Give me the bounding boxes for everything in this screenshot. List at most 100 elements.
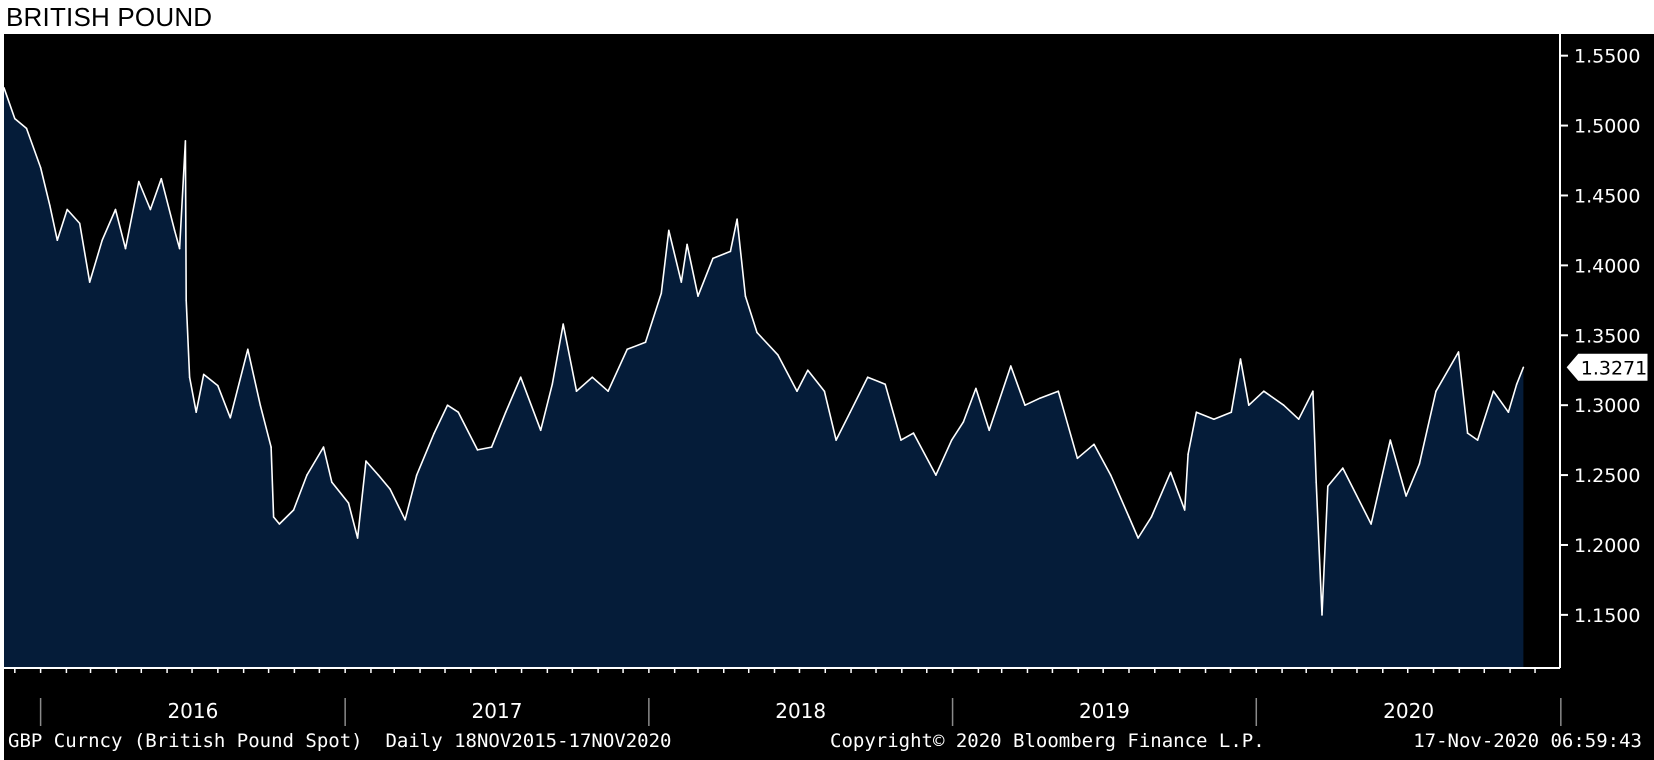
data-point	[1183, 509, 1186, 511]
data-point	[1128, 516, 1130, 518]
data-point	[575, 390, 578, 393]
footer-copyright: Copyright© 2020 Bloomberg Finance L.P.	[830, 730, 1265, 752]
data-point	[823, 390, 826, 393]
plot-layer	[3, 87, 1525, 669]
data-point	[1213, 418, 1215, 421]
data-point	[184, 140, 187, 142]
data-point	[88, 281, 91, 283]
data-point	[173, 229, 176, 232]
data-point	[149, 208, 152, 211]
data-point	[1327, 485, 1329, 488]
data-point	[912, 432, 915, 434]
data-point	[607, 390, 609, 393]
y-tick-label: 1.1500	[1574, 605, 1640, 627]
data-point	[1476, 439, 1479, 441]
data-point	[1093, 443, 1095, 446]
data-point	[796, 390, 798, 393]
data-point	[1282, 404, 1285, 407]
data-point	[229, 417, 232, 419]
data-point	[1195, 411, 1198, 414]
x-tick-label: 2017	[472, 699, 523, 723]
data-point	[1137, 537, 1139, 539]
data-point	[185, 299, 187, 302]
data-point	[1321, 614, 1323, 616]
data-point	[66, 208, 68, 211]
data-point	[14, 117, 16, 120]
data-point	[114, 208, 117, 211]
last-value-label: 1.3271	[1581, 357, 1647, 379]
data-point	[697, 295, 699, 297]
data-point	[935, 474, 937, 476]
data-point	[504, 411, 507, 414]
data-point	[476, 449, 479, 451]
data-point	[39, 166, 42, 169]
data-point	[415, 474, 418, 476]
data-point	[1405, 495, 1407, 497]
chart-title: BRITISH POUND	[6, 2, 213, 32]
data-point	[347, 502, 350, 504]
data-point	[433, 432, 436, 434]
data-point	[389, 488, 391, 490]
data-point	[866, 376, 869, 379]
y-tick-label: 1.3500	[1574, 325, 1640, 347]
data-point	[365, 460, 367, 462]
data-point	[490, 446, 493, 448]
data-point	[668, 229, 670, 232]
y-tick-label: 1.4500	[1574, 185, 1640, 207]
data-point	[1109, 474, 1112, 476]
data-point	[1507, 411, 1510, 414]
footer-security-info: GBP Curncy (British Pound Spot) Daily 18…	[8, 730, 672, 752]
data-point	[539, 429, 542, 432]
data-point	[1076, 457, 1079, 460]
data-point	[900, 439, 902, 441]
data-point	[124, 247, 127, 250]
data-point	[101, 239, 103, 241]
data-point	[270, 446, 272, 448]
data-point	[56, 239, 59, 241]
x-axis: 2016 2017 2018 2019 2020	[4, 667, 1562, 726]
data-point	[25, 127, 28, 130]
data-point	[1024, 404, 1026, 407]
data-point	[744, 295, 747, 297]
data-point	[178, 247, 181, 250]
data-point	[1342, 467, 1344, 469]
data-point	[686, 243, 688, 246]
data-point	[1389, 439, 1392, 441]
data-point	[1263, 390, 1265, 393]
data-point	[1230, 411, 1233, 414]
data-point	[1010, 365, 1012, 367]
data-point	[1466, 432, 1469, 434]
data-point	[1057, 390, 1060, 393]
last-value-tag	[1565, 352, 1649, 382]
data-point	[519, 376, 522, 379]
series-line	[3, 87, 1525, 616]
data-point	[1515, 383, 1518, 386]
data-point	[1418, 463, 1421, 465]
data-point	[712, 257, 714, 260]
data-point	[807, 369, 809, 372]
data-point	[278, 523, 281, 525]
data-point	[1492, 390, 1495, 393]
data-point	[1039, 397, 1041, 400]
data-point	[202, 373, 205, 376]
data-point	[777, 354, 779, 356]
data-point	[446, 404, 449, 407]
data-point	[331, 481, 333, 483]
x-tick-label: 2018	[775, 699, 826, 723]
data-point	[1187, 453, 1189, 455]
data-point	[975, 387, 977, 390]
data-point	[1435, 390, 1437, 393]
data-point	[272, 516, 275, 518]
data-point	[562, 323, 564, 325]
y-tick-label: 1.5500	[1574, 46, 1640, 68]
data-point	[644, 341, 647, 344]
data-point	[259, 404, 262, 407]
data-point	[377, 474, 380, 476]
data-point	[1315, 481, 1317, 483]
data-point	[1522, 366, 1525, 369]
data-point	[404, 519, 406, 521]
data-point	[160, 177, 163, 180]
data-point	[591, 376, 594, 379]
data-point	[884, 383, 886, 386]
